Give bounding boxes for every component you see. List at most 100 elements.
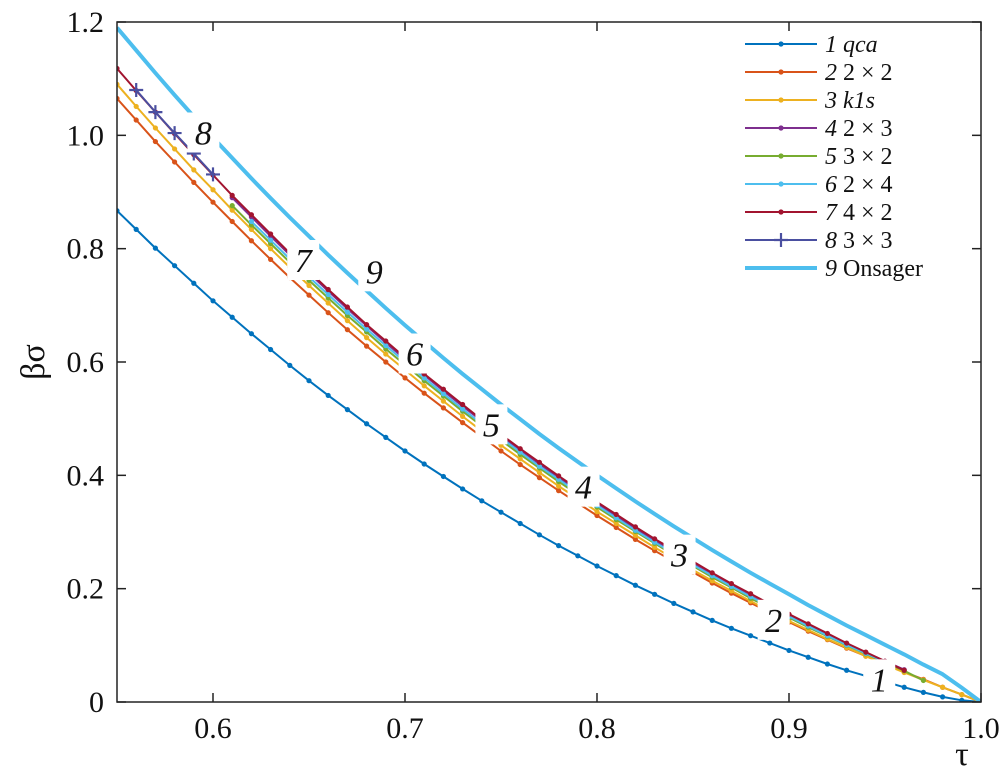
x-tick-label: 0.8	[578, 712, 616, 745]
data-point	[460, 420, 466, 426]
data-point	[344, 309, 350, 315]
data-point	[172, 146, 178, 152]
data-point	[364, 421, 370, 427]
data-point	[460, 486, 466, 492]
legend-label: 1 qca	[825, 32, 878, 58]
data-point	[172, 159, 178, 165]
x-tick-label: 1.0	[962, 712, 1000, 745]
data-point	[191, 179, 197, 185]
data-point	[517, 446, 523, 452]
curve-label-text: 9	[366, 254, 383, 291]
data-point	[824, 630, 831, 637]
data-point	[268, 256, 274, 263]
curve-label-8: 8	[187, 112, 220, 153]
legend-item-4: 4 2 × 3	[745, 116, 893, 142]
data-point	[306, 282, 312, 289]
data-point	[556, 543, 562, 549]
data-point	[229, 207, 235, 213]
data-point	[191, 167, 197, 173]
curve-label-bg	[567, 466, 600, 507]
legend-marker	[778, 41, 784, 47]
curve-label-bg	[475, 404, 508, 445]
data-point	[498, 448, 504, 454]
data-point	[556, 473, 562, 479]
series-9-line	[117, 26, 981, 702]
series-1	[117, 208, 981, 702]
legend-item-9: 9 Onsager	[745, 256, 923, 282]
data-point	[517, 461, 523, 468]
data-point	[383, 338, 389, 344]
data-point	[344, 407, 350, 413]
data-point	[325, 310, 331, 316]
data-point	[460, 406, 466, 412]
series-3-line	[117, 83, 981, 702]
data-point	[133, 226, 139, 232]
legend-item-5: 5 3 × 2	[745, 144, 893, 170]
data-point	[824, 661, 831, 667]
data-point	[402, 375, 408, 381]
data-point	[786, 647, 792, 654]
data-point	[364, 322, 370, 328]
data-point	[344, 318, 350, 324]
data-point	[901, 667, 907, 673]
curve-label-text: 4	[575, 470, 592, 507]
data-point	[248, 331, 254, 337]
data-point	[536, 469, 543, 476]
data-point	[383, 342, 389, 349]
legend-item-2: 2 2 × 2	[745, 60, 893, 86]
data-point	[268, 346, 274, 353]
curve-label-bg	[187, 112, 220, 153]
data-point	[440, 398, 446, 404]
curve-label-1: 1	[863, 659, 896, 700]
data-point	[594, 563, 600, 569]
data-point	[844, 640, 850, 646]
data-point	[844, 667, 850, 673]
data-point	[210, 199, 216, 205]
data-point	[167, 126, 182, 141]
curve-label-3: 3	[663, 534, 696, 575]
legend-label: 3 k1s	[824, 88, 875, 114]
data-point	[613, 511, 619, 518]
data-point	[594, 509, 600, 515]
data-point	[325, 392, 331, 399]
data-point	[210, 187, 216, 193]
data-point	[748, 633, 754, 639]
data-point	[709, 570, 715, 576]
data-point	[632, 524, 639, 530]
data-point	[440, 405, 446, 411]
data-point	[325, 286, 331, 293]
data-point	[556, 488, 562, 494]
data-point	[421, 390, 427, 396]
data-point	[613, 520, 619, 527]
data-point	[229, 192, 235, 198]
curve-label-5: 5	[475, 404, 508, 445]
data-point	[306, 378, 312, 384]
curve-label-text: 7	[295, 243, 314, 280]
data-point	[440, 391, 446, 397]
data-point	[959, 697, 965, 702]
series-1-line	[117, 209, 981, 702]
y-tick-label: 0.6	[67, 346, 105, 379]
legend-marker	[778, 125, 784, 131]
data-point	[364, 343, 370, 349]
legend-item-1: 1 qca	[745, 32, 878, 58]
data-point	[421, 383, 427, 389]
curve-label-7: 7	[287, 240, 320, 280]
data-point	[440, 386, 446, 392]
curve-label-text: 8	[195, 116, 212, 153]
data-point	[594, 512, 600, 519]
legend-item-7: 7 4 × 2	[745, 200, 893, 226]
data-point	[479, 498, 485, 504]
data-point	[498, 509, 504, 515]
data-point	[767, 640, 773, 646]
legend-marker	[778, 153, 784, 159]
curve-label-4: 4	[567, 466, 600, 507]
y-axis-label: βσ	[15, 344, 52, 380]
data-point	[248, 212, 254, 218]
legend-marker	[774, 233, 788, 247]
legend-label: 2 2 × 2	[825, 60, 893, 86]
data-point	[133, 103, 139, 110]
data-point	[383, 434, 389, 440]
